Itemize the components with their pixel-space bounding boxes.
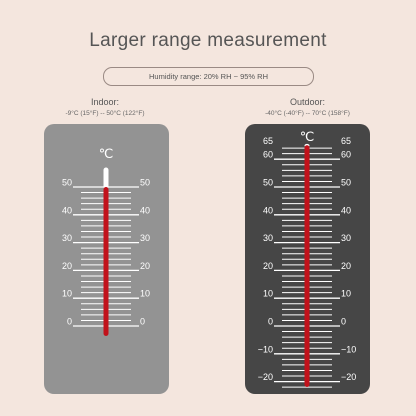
mercury-column [103, 187, 109, 336]
indoor-thermometer: ℃ 0 0 10 10 20 20 30 30 40 40 50 50 [44, 124, 169, 394]
scale-label-right: 50 [140, 178, 150, 188]
scale-label-left: 10 [263, 289, 273, 299]
scale-label-right: 30 [140, 233, 150, 243]
indoor-thermometer-graphic: ℃ 0 0 10 10 20 20 30 30 40 40 50 50 [62, 146, 150, 336]
scale-label-right: 20 [341, 261, 351, 271]
scale-label-right: 30 [341, 233, 351, 243]
scale-label-right: 65 [341, 136, 351, 146]
humidity-range-badge: Humidity range: 20% RH ~ 95% RH [103, 67, 314, 86]
scale-label-right: 60 [341, 150, 351, 160]
scale-label-left: 10 [62, 289, 72, 299]
scale-label-left: 30 [62, 233, 72, 243]
scale-label-left: 50 [62, 178, 72, 188]
indoor-name: Indoor: [90, 97, 120, 107]
indoor-label: Indoor: -9°C (15°F) -- 50°C (122°F) [45, 97, 165, 117]
unit-symbol: ℃ [300, 129, 315, 144]
outdoor-label: Outdoor: -40°C (-40°F) -- 70°C (158°F) [245, 97, 370, 117]
scale-label-left: 50 [263, 178, 273, 188]
scale-label-left: −10 [258, 344, 273, 354]
page-title: Larger range measurement [89, 30, 327, 51]
outdoor-thermometer-graphic: ℃ −20 −20 −10 −10 0 0 10 10 20 20 30 30 40 40 50 50 60 60 6… [258, 129, 356, 388]
scale-label-left: 40 [62, 205, 72, 215]
scale-label-right: 0 [341, 317, 346, 327]
unit-symbol: ℃ [99, 146, 114, 161]
mercury-column [304, 145, 310, 387]
scale-label-right: 20 [140, 261, 150, 271]
scale-label-left: 0 [67, 317, 72, 327]
scale-label-right: 10 [140, 289, 150, 299]
scale-label-left: 20 [263, 261, 273, 271]
scale-label-right: 40 [341, 205, 351, 215]
scale-label-right: −20 [341, 372, 356, 382]
scale-label-right: 50 [341, 178, 351, 188]
tube-top [103, 167, 109, 189]
scale-label-right: 40 [140, 205, 150, 215]
outdoor-range: -40°C (-40°F) -- 70°C (158°F) [265, 110, 350, 117]
outdoor-thermometer: ℃ −20 −20 −10 −10 0 0 10 10 20 20 30 30 40 40 50 50 60 60 6… [245, 124, 370, 394]
scale-label-right: 10 [341, 289, 351, 299]
scale-label-left: 0 [268, 317, 273, 327]
scale-label-left: 20 [62, 261, 72, 271]
scale-label-right: −10 [341, 344, 356, 354]
scale-label-right: 0 [140, 317, 145, 327]
scale-label-left: 65 [263, 136, 273, 146]
indoor-range: -9°C (15°F) -- 50°C (122°F) [65, 110, 145, 117]
outdoor-name: Outdoor: [289, 97, 326, 107]
scale-label-left: −20 [258, 372, 273, 382]
scale-label-left: 60 [263, 150, 273, 160]
scale-label-left: 40 [263, 205, 273, 215]
scale-label-left: 30 [263, 233, 273, 243]
